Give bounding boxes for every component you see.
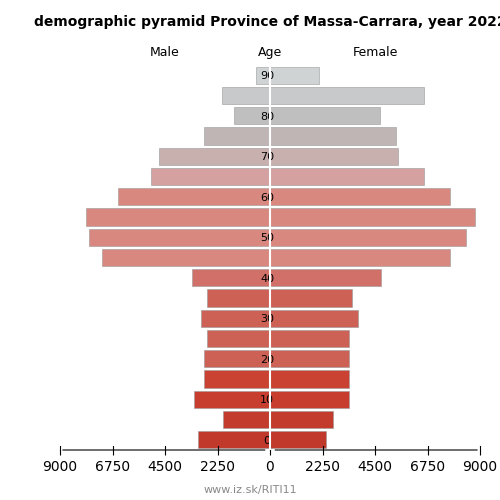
Bar [270,188,450,206]
Bar [270,66,319,84]
Bar [270,310,358,327]
Bar [270,432,326,448]
Text: Age: Age [258,46,282,59]
Bar [207,330,270,347]
Bar [270,330,349,347]
Bar [270,208,476,226]
Bar [204,128,270,144]
Bar [270,249,450,266]
Bar [86,208,270,226]
Bar [270,168,424,185]
Bar [270,411,333,428]
Text: Male: Male [150,46,180,59]
Bar [270,148,398,165]
Bar [198,432,270,448]
Bar [270,390,349,408]
Bar [256,66,270,84]
Bar [89,228,270,246]
Bar [204,370,270,388]
Bar [270,269,381,286]
Bar [224,411,270,428]
Bar [270,228,466,246]
Bar [270,87,424,104]
Text: Female: Female [352,46,398,59]
Bar [207,290,270,306]
Bar [192,269,270,286]
Bar [270,107,380,124]
Bar [102,249,270,266]
Bar [222,87,270,104]
Bar [270,370,349,388]
Text: www.iz.sk/RITI11: www.iz.sk/RITI11 [203,485,297,495]
Bar [159,148,270,165]
Bar [270,128,396,144]
Bar [234,107,270,124]
Bar [151,168,270,185]
Bar [201,310,270,327]
Title: demographic pyramid Province of Massa-Carrara, year 2022: demographic pyramid Province of Massa-Ca… [34,15,500,29]
Bar [270,350,349,368]
Bar [194,390,270,408]
Bar [118,188,270,206]
Bar [204,350,270,368]
Bar [270,290,351,306]
